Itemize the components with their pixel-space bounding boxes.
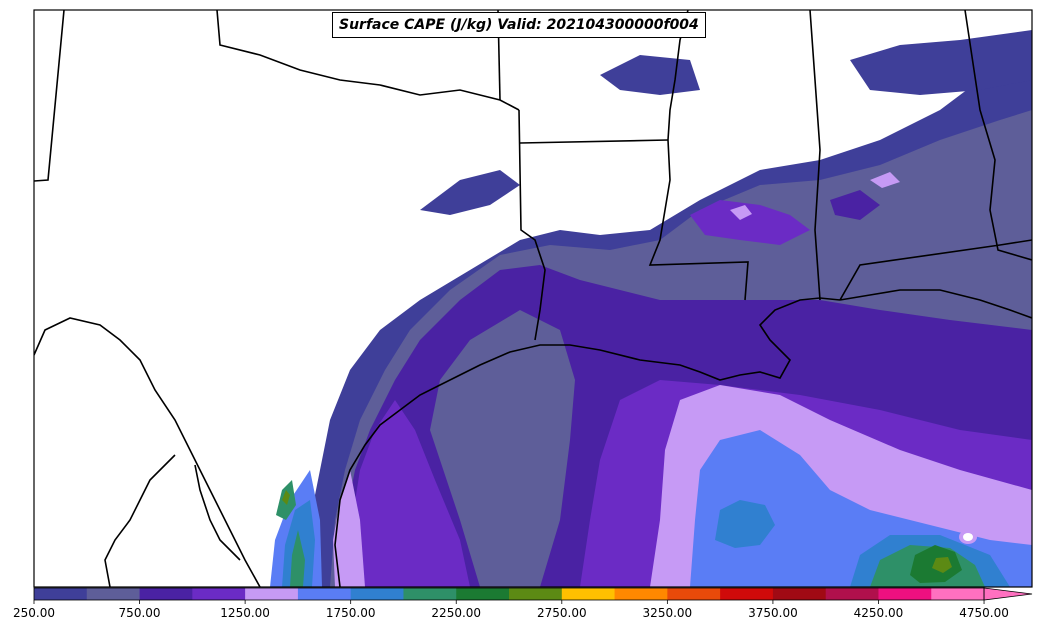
colorbar-segment [34, 588, 88, 600]
colorbar-segment [614, 588, 668, 600]
border-texas-louisiana [518, 109, 546, 341]
colorbar-tick-label: 4750.00 [959, 606, 1009, 620]
cape-region-250-north-c [420, 170, 520, 215]
colorbar-segment [667, 588, 721, 600]
colorbar-segment [245, 588, 299, 600]
border-mississippi-alabama [809, 10, 821, 301]
cape-region-2000-west [290, 530, 305, 587]
cape-region-250-north-a [600, 55, 700, 95]
colorbar-tick-label: 750.00 [118, 606, 161, 620]
colorbar-segment [350, 588, 404, 600]
border-mexico-texas [34, 317, 261, 587]
colorbar-segment [456, 588, 510, 600]
cape-region-1750 [715, 500, 775, 548]
map-frame [33, 9, 1033, 588]
cape-region-2500 [932, 557, 952, 573]
cape-cells-inland-b [730, 205, 752, 220]
map-title: Surface CAPE (J/kg) Valid: 202104300000f… [332, 12, 706, 38]
cape-cells-inland-c [870, 172, 900, 188]
colorbar-tick-label: 1750.00 [325, 606, 376, 620]
colorbar-tick-label: 250.00 [13, 606, 55, 620]
colorbar-tick-label: 1250.00 [220, 606, 270, 620]
colorbar-segment [825, 588, 879, 600]
colorbar-segment [86, 588, 141, 600]
cape-cells-inland-d [830, 190, 880, 220]
colorbar-tick-label: 2750.00 [536, 606, 587, 620]
coast-texas-louisiana [334, 297, 841, 587]
colorbar-tick-label: 3250.00 [642, 606, 693, 620]
border-oklahoma-texas [216, 10, 520, 111]
colorbar-tick-label: 3750.00 [748, 606, 798, 620]
colorbar-tick-label: 4250.00 [853, 606, 904, 620]
colorbar-segment [878, 588, 932, 600]
colorbar-segment [772, 588, 827, 600]
colorbar-segment [192, 588, 246, 600]
cape-fill-layers [34, 10, 1032, 587]
cape-region-1000 [350, 400, 470, 587]
colorbar-extend-arrow [983, 587, 1033, 601]
border-arkansas-louisiana [519, 139, 669, 144]
colorbar-segment [720, 588, 774, 600]
cape-cells-inland [690, 200, 810, 245]
colorbar-segment [297, 588, 352, 600]
colorbar-segment [561, 588, 616, 600]
coast-florida-panhandle [839, 289, 1032, 319]
colorbar-segment [931, 588, 985, 600]
boundaries [34, 10, 1032, 587]
colorbar-segment [509, 588, 563, 600]
cape-region-2500-coast [282, 490, 290, 505]
border-mexico-states-b [194, 464, 241, 561]
border-alabama-georgia [964, 10, 1032, 261]
colorbar-outline [33, 587, 985, 601]
colorbar-tick-label: 2250.00 [431, 606, 482, 620]
border-mississippi-river [648, 10, 749, 301]
colorbar [33, 587, 1033, 604]
border-alabama-florida [839, 239, 1032, 301]
colorbar-segment [139, 588, 193, 600]
cape-hole-inner [963, 533, 973, 541]
colorbar-segment [403, 588, 457, 600]
cape-region-250-north-b [850, 30, 1032, 95]
border-new-mexico-texas [34, 10, 65, 182]
border-mexico-states [104, 454, 176, 587]
cape-region-500-tongue [430, 310, 575, 587]
